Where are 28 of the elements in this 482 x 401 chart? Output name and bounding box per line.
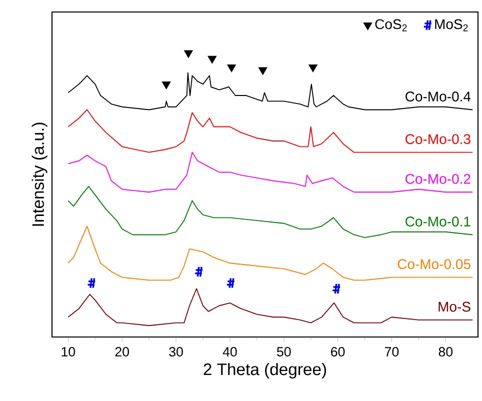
- x-tick-label: 60: [331, 347, 345, 356]
- point: [258, 67, 268, 76]
- x-tick-label: 70: [384, 347, 399, 356]
- point: [184, 50, 193, 58]
- x-tick-label: 50: [276, 347, 291, 356]
- series-label: Co-Mo-0.3: [406, 134, 470, 144]
- point: [86, 277, 96, 289]
- point: [162, 81, 171, 90]
- x-tick-label: 80: [438, 347, 453, 356]
- series-label: Mo-S: [438, 302, 470, 312]
- legend-label: MoS$_{2}$: [435, 19, 468, 32]
- x-tick-label: 20: [115, 347, 129, 356]
- x-axis-title: 2 Theta (degree): [204, 362, 326, 378]
- x-tick-label: 10: [62, 347, 76, 356]
- point: [332, 283, 341, 294]
- y-axis-title: Intensity (a.u.): [32, 122, 48, 226]
- series-label: Co-Mo-0.1: [406, 216, 470, 226]
- point: [308, 64, 318, 72]
- series-label: Co-Mo-0.05: [398, 259, 470, 270]
- point: [194, 266, 204, 278]
- series-label: Co-Mo-0.2: [406, 174, 470, 184]
- series-label: Co-Mo-0.4: [406, 92, 471, 102]
- point: [227, 64, 236, 72]
- legend-label: CoS$_{2}$: [375, 19, 407, 32]
- x-tick-label: 40: [222, 347, 237, 356]
- point: [208, 56, 217, 64]
- x-tick-label: 30: [169, 347, 183, 356]
- point: [226, 277, 236, 289]
